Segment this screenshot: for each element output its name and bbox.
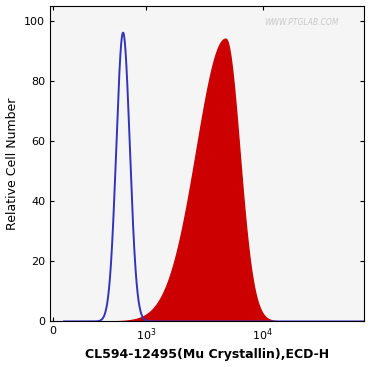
Text: WWW.PTGLAB.COM: WWW.PTGLAB.COM [264,18,338,27]
X-axis label: CL594-12495(Mu Crystallin),ECD-H: CL594-12495(Mu Crystallin),ECD-H [85,348,329,361]
Y-axis label: Relative Cell Number: Relative Cell Number [6,97,18,230]
